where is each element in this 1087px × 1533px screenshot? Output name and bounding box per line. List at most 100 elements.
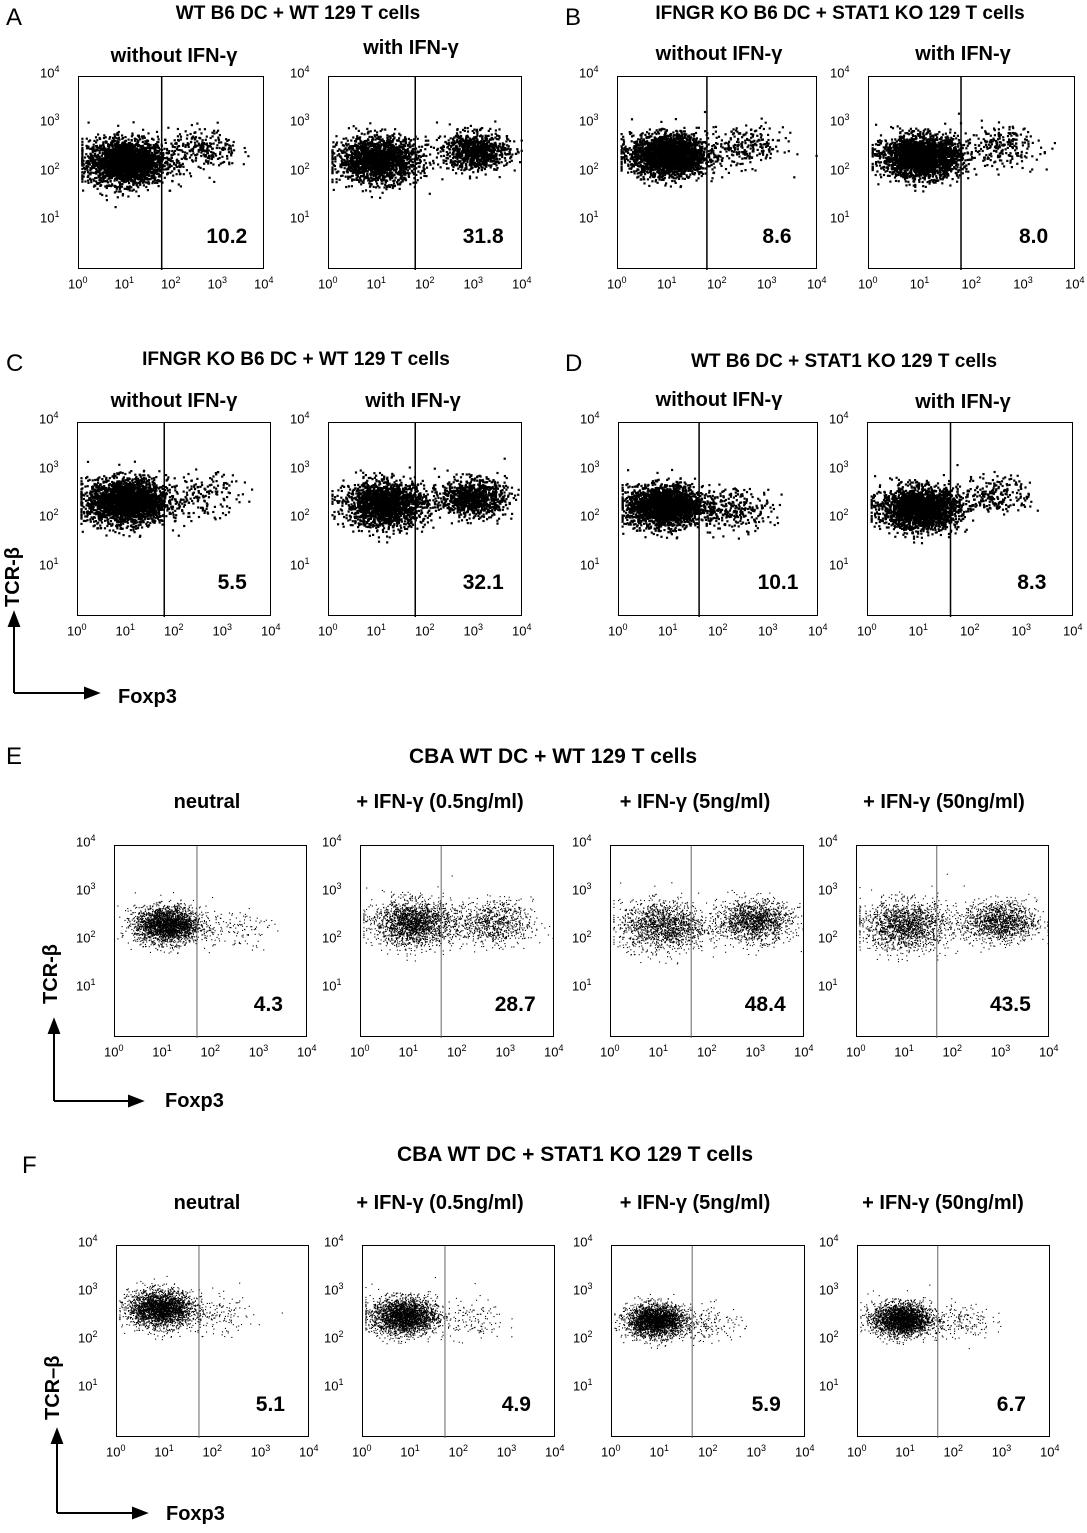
y-axis-label-c: TCR-β [2, 547, 25, 607]
event-dot [378, 156, 381, 160]
event-dot [381, 191, 384, 194]
event-dot [135, 154, 138, 157]
event-dot [385, 158, 388, 161]
event-dot [361, 162, 364, 165]
event-dot [376, 184, 379, 187]
event-dot [133, 178, 136, 181]
event-dot [209, 136, 212, 140]
event-dot [350, 185, 353, 188]
event-dot [384, 183, 387, 186]
event-dot [350, 167, 353, 170]
event-dot [207, 149, 210, 152]
event-dot [145, 172, 148, 175]
event-dot [110, 176, 113, 179]
event-dot [421, 145, 424, 148]
event-dot [81, 157, 84, 160]
event-dot [194, 159, 197, 162]
event-dot [113, 163, 116, 166]
event-dot [405, 168, 408, 171]
event-dot [106, 165, 109, 168]
event-dot [116, 196, 119, 199]
event-dot [104, 136, 107, 139]
event-dot [114, 206, 117, 209]
event-dot [358, 145, 361, 148]
event-dot [126, 156, 129, 159]
event-dot [145, 170, 148, 173]
event-dot [404, 165, 407, 168]
event-dot [393, 152, 396, 155]
x-arrowhead-f [132, 1506, 149, 1520]
event-dot [222, 146, 225, 149]
event-dot [108, 145, 111, 148]
event-dot [357, 142, 360, 145]
event-dot [397, 173, 400, 176]
event-dot [137, 182, 140, 185]
event-dot [403, 145, 406, 148]
event-dot [356, 165, 359, 168]
event-dot [108, 164, 111, 167]
event-dot [373, 144, 376, 147]
event-dot [127, 145, 130, 148]
event-dot [142, 156, 145, 159]
event-dot [228, 144, 231, 147]
event-dot [146, 181, 149, 184]
event-dot [154, 147, 157, 150]
event-dot [409, 159, 412, 162]
event-dot [168, 150, 171, 153]
panel-letter-b: B [565, 4, 581, 32]
event-dot [400, 146, 403, 149]
event-dot [165, 147, 169, 151]
event-dot [155, 146, 158, 149]
event-dot [392, 146, 395, 149]
event-dot [383, 145, 386, 148]
event-dot [337, 170, 340, 173]
event-dot [97, 153, 100, 156]
event-dot [123, 181, 126, 184]
event-dot [139, 178, 142, 181]
event-dot [346, 139, 349, 142]
event-dot [117, 154, 120, 157]
event-dot [388, 152, 391, 155]
event-dot [100, 168, 103, 171]
event-dot [94, 184, 97, 187]
event-dot [115, 133, 118, 136]
y-arrowhead-c [7, 610, 21, 627]
event-dot [355, 156, 358, 159]
event-dot [398, 164, 401, 167]
x-tick-label: 104 [254, 275, 273, 291]
event-dot [196, 122, 199, 125]
event-dot [97, 160, 100, 163]
event-dot [101, 144, 104, 147]
event-dot [372, 174, 375, 177]
event-dot [82, 189, 85, 192]
event-dot [387, 155, 390, 158]
event-dot [111, 173, 114, 176]
event-dot [85, 160, 88, 163]
event-dot [110, 170, 113, 174]
event-dot [114, 177, 117, 180]
y-arrowhead-f [50, 1427, 64, 1444]
event-dot [215, 131, 218, 134]
event-dot [130, 161, 133, 164]
event-dot [150, 164, 153, 167]
event-dot [391, 146, 394, 149]
event-dot [363, 161, 366, 164]
event-dot [120, 170, 123, 174]
event-dot [109, 143, 112, 147]
event-dot [331, 157, 334, 160]
event-dot [117, 170, 120, 173]
event-dot [193, 137, 196, 140]
event-dot [441, 178, 444, 181]
event-dot [134, 143, 137, 146]
scatter-plot-a-2 [328, 76, 523, 270]
event-dot [392, 134, 395, 138]
event-dot [198, 143, 201, 146]
event-dot [364, 176, 368, 179]
event-dot [361, 180, 364, 183]
event-dot [349, 157, 352, 160]
event-dot [161, 163, 164, 166]
event-dot [333, 164, 336, 168]
event-dot [178, 149, 181, 152]
event-dot [128, 178, 131, 181]
event-dot [155, 171, 158, 174]
